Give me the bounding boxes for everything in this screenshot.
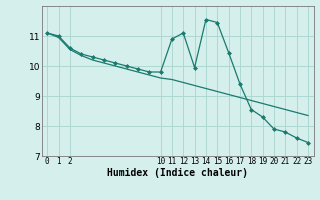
X-axis label: Humidex (Indice chaleur): Humidex (Indice chaleur) — [107, 168, 248, 178]
